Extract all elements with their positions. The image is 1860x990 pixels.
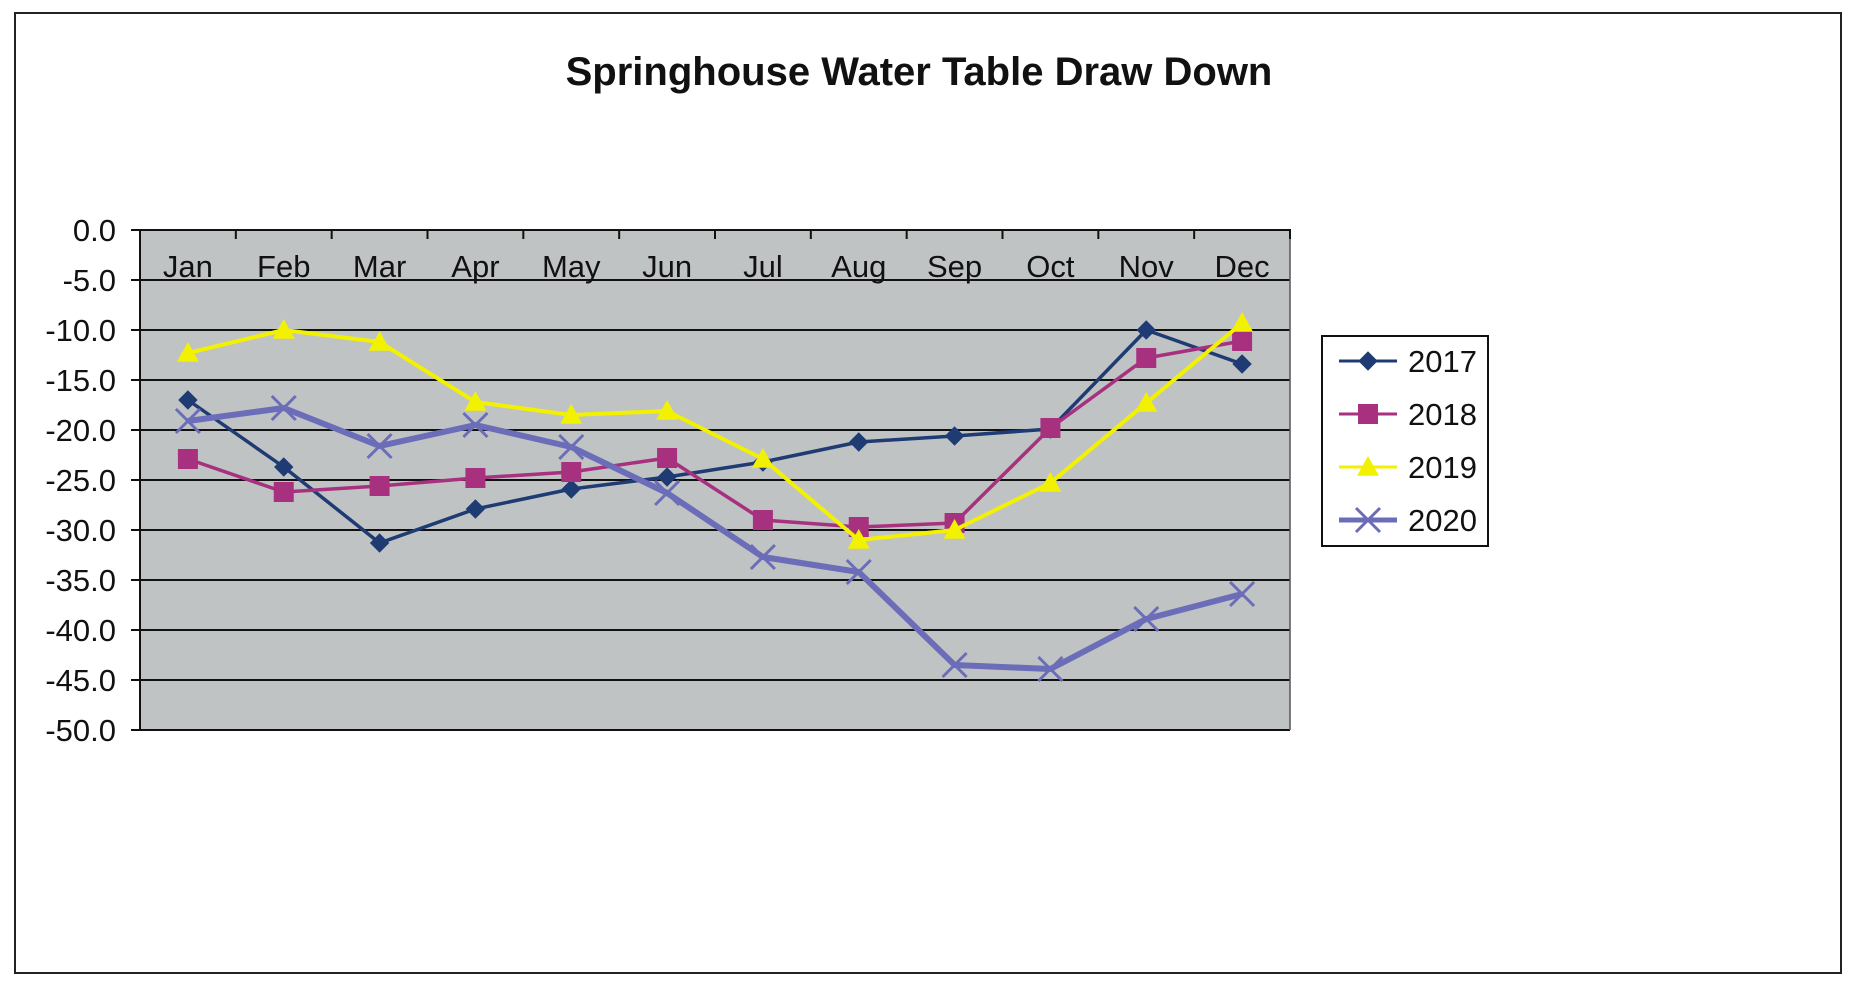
data-point-2017	[849, 432, 869, 452]
legend-label: 2018	[1408, 397, 1477, 432]
data-point-2020	[270, 394, 297, 422]
data-point-2019	[176, 342, 199, 362]
data-point-2020	[654, 479, 681, 507]
data-point-2018	[465, 468, 486, 488]
data-point-2019	[1231, 312, 1254, 332]
y-tick-label: -45.0	[45, 663, 116, 698]
plot-area: 0.0 -5.0 -10.0 -15.0 -20.0 -25.0 -30.0 -35.0 -40…	[45, 213, 1291, 748]
y-tick-label: -5.0	[63, 263, 116, 298]
data-point-2020	[174, 407, 201, 435]
data-point-2019	[751, 448, 774, 468]
data-point-2020	[845, 558, 872, 586]
data-point-2019	[1135, 392, 1158, 412]
data-point-2017	[1232, 354, 1252, 374]
data-point-2018	[561, 462, 582, 482]
data-point-2020	[941, 651, 968, 679]
x-tick-label: Feb	[257, 249, 310, 284]
data-point-2019	[560, 404, 583, 424]
data-point-2017	[274, 457, 294, 477]
data-point-2019	[943, 519, 966, 539]
x-tick-label: Sep	[927, 249, 982, 284]
x-tick-label: Jan	[163, 249, 213, 284]
data-point-2017	[178, 390, 198, 410]
y-tick-label: -25.0	[45, 463, 116, 498]
y-tick-label: 0.0	[73, 213, 116, 248]
x-tick-label: Dec	[1215, 249, 1270, 284]
y-tick-label: -10.0	[45, 313, 116, 348]
y-tick-label: -20.0	[45, 413, 116, 448]
legend-marker-2017	[1358, 351, 1378, 371]
data-point-2018	[1040, 418, 1061, 438]
legend: 2017 2018 2019 2020	[1321, 335, 1489, 547]
y-tick-label: -35.0	[45, 563, 116, 598]
data-point-2017	[1136, 320, 1156, 340]
data-point-2017	[657, 467, 677, 487]
data-point-2019	[272, 319, 295, 339]
y-tick-label: -40.0	[45, 613, 116, 648]
data-point-2018	[657, 448, 678, 468]
data-point-2017	[561, 479, 581, 499]
series-line-2020	[187, 405, 1243, 672]
x-tick-label: Aug	[831, 249, 886, 284]
chart-svg: Springhouse Water Table Draw Down 0.0 -5.…	[45, 50, 1489, 748]
data-point-2020	[366, 432, 393, 460]
chart-frame: Springhouse Water Table Draw Down 0.0 -5.…	[14, 12, 1842, 974]
series-line-2019	[187, 321, 1244, 542]
data-point-2018	[1232, 331, 1253, 351]
data-point-2019	[1039, 472, 1062, 492]
legend-label: 2019	[1408, 450, 1477, 485]
legend-marker-2018	[1358, 404, 1378, 424]
x-tick-label: Apr	[451, 249, 499, 284]
series-line-2018	[187, 339, 1243, 529]
data-point-2018	[1136, 348, 1157, 368]
data-point-2018	[848, 517, 869, 537]
series-line-2017	[186, 328, 1243, 545]
data-point-2019	[656, 400, 679, 420]
data-point-2018	[752, 510, 773, 530]
legend-marker-2020	[1354, 506, 1382, 534]
data-point-2020	[1229, 580, 1256, 608]
legend-marker-2019	[1357, 456, 1379, 476]
data-point-2019	[847, 529, 870, 549]
data-point-2018	[273, 482, 294, 502]
x-tick-label: Nov	[1119, 249, 1175, 284]
data-point-2018	[177, 449, 198, 469]
x-tick-label: Jun	[642, 249, 692, 284]
data-point-2018	[369, 476, 390, 496]
data-point-2017	[465, 499, 486, 519]
legend-box	[1321, 335, 1489, 547]
y-tick-label: -30.0	[45, 513, 116, 548]
data-point-2020	[1133, 605, 1160, 633]
data-point-2017	[369, 533, 390, 553]
chart-title: Springhouse Water Table Draw Down	[566, 50, 1273, 94]
legend-label: 2017	[1408, 344, 1477, 379]
data-point-2020	[1037, 655, 1064, 683]
y-tick-label: -15.0	[45, 363, 116, 398]
legend-label: 2020	[1408, 503, 1477, 538]
x-tick-label: May	[542, 249, 601, 284]
x-tick-label: Mar	[353, 249, 406, 284]
x-tick-label: Oct	[1026, 249, 1075, 284]
data-point-2019	[464, 391, 487, 411]
x-tick-label: Jul	[743, 249, 783, 284]
data-point-2020	[558, 433, 585, 461]
y-tick-label: -50.0	[45, 713, 116, 748]
data-point-2019	[368, 331, 391, 351]
data-point-2017	[944, 426, 965, 446]
data-point-2020	[749, 543, 776, 571]
data-point-2020	[462, 411, 489, 439]
